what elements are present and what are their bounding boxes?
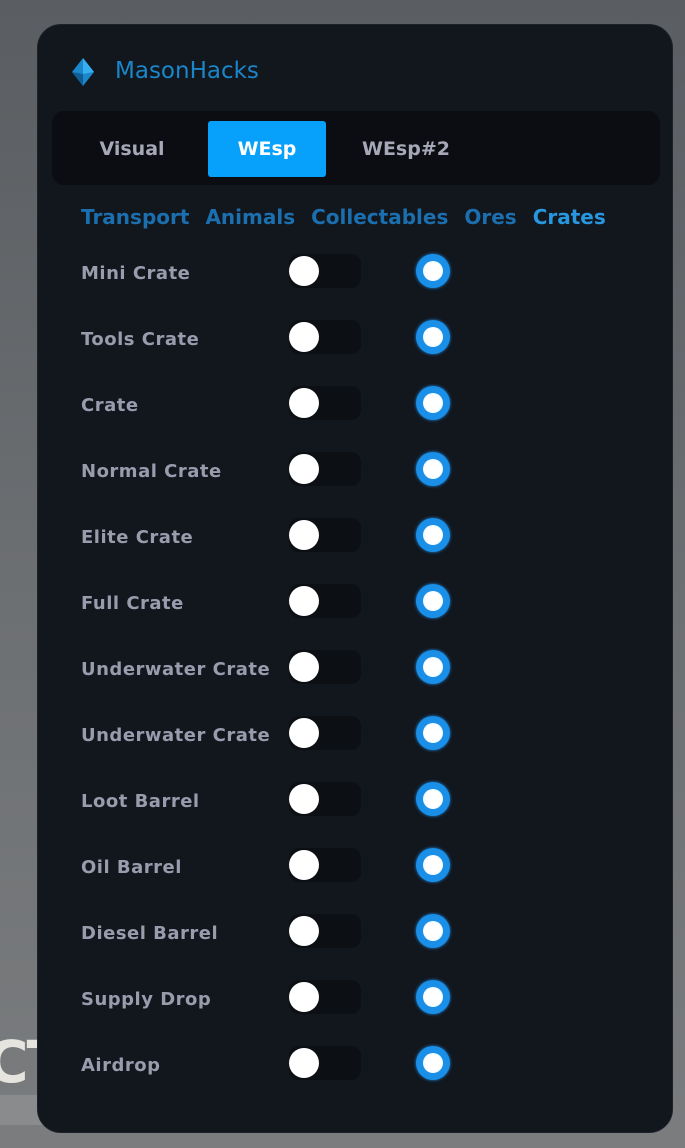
list-item: Crate [38, 386, 674, 455]
list-item: Supply Drop [38, 980, 674, 1049]
item-label: Supply Drop [81, 989, 212, 1010]
radio-button[interactable] [416, 848, 450, 882]
list-item: Underwater Crate [38, 716, 674, 785]
subtab-transport[interactable]: Transport [81, 205, 190, 229]
enable-toggle[interactable] [289, 320, 361, 354]
list-item: Oil Barrel [38, 848, 674, 917]
main-tab-bar: Visual WEsp WEsp#2 [52, 111, 660, 185]
radio-button[interactable] [416, 386, 450, 420]
toggle-knob [289, 322, 319, 352]
radio-button[interactable] [416, 980, 450, 1014]
toggle-knob [289, 850, 319, 880]
radio-dot [423, 1053, 443, 1073]
radio-button[interactable] [416, 1046, 450, 1080]
item-label: Crate [81, 395, 139, 416]
subtab-collectables[interactable]: Collectables [311, 205, 449, 229]
radio-dot [423, 789, 443, 809]
diamond-logo-icon [72, 58, 94, 86]
list-item: Underwater Crate [38, 650, 674, 719]
item-label: Underwater Crate [81, 659, 271, 680]
toggle-knob [289, 916, 319, 946]
toggle-knob [289, 1048, 319, 1078]
enable-toggle[interactable] [289, 386, 361, 420]
radio-button[interactable] [416, 518, 450, 552]
list-item: Full Crate [38, 584, 674, 653]
sub-tab-bar: Transport Animals Collectables Ores Crates [81, 205, 622, 229]
radio-dot [423, 459, 443, 479]
radio-dot [423, 327, 443, 347]
item-label: Diesel Barrel [81, 923, 219, 944]
item-label: Mini Crate [81, 263, 191, 284]
tab-wesp2[interactable]: WEsp#2 [362, 138, 450, 160]
radio-dot [423, 525, 443, 545]
radio-dot [423, 921, 443, 941]
radio-dot [423, 261, 443, 281]
enable-toggle[interactable] [289, 584, 361, 618]
subtab-crates[interactable]: Crates [532, 205, 606, 229]
enable-toggle[interactable] [289, 452, 361, 486]
tab-visual[interactable]: Visual [99, 138, 165, 160]
list-item: Diesel Barrel [38, 914, 674, 983]
list-item: Normal Crate [38, 452, 674, 521]
window-title: MasonHacks [115, 58, 259, 84]
toggle-knob [289, 388, 319, 418]
enable-toggle[interactable] [289, 518, 361, 552]
radio-button[interactable] [416, 584, 450, 618]
toggle-knob [289, 454, 319, 484]
item-label: Normal Crate [81, 461, 222, 482]
radio-dot [423, 657, 443, 677]
radio-dot [423, 591, 443, 611]
list-item: Tools Crate [38, 320, 674, 389]
radio-button[interactable] [416, 254, 450, 288]
cheat-menu-window: MasonHacks Visual WEsp WEsp#2 Transport A… [37, 24, 673, 1133]
item-label: Elite Crate [81, 527, 194, 548]
subtab-animals[interactable]: Animals [205, 205, 296, 229]
radio-dot [423, 393, 443, 413]
enable-toggle[interactable] [289, 980, 361, 1014]
enable-toggle[interactable] [289, 848, 361, 882]
enable-toggle[interactable] [289, 254, 361, 288]
enable-toggle[interactable] [289, 716, 361, 750]
toggle-knob [289, 718, 319, 748]
toggle-knob [289, 256, 319, 286]
radio-button[interactable] [416, 650, 450, 684]
radio-button[interactable] [416, 716, 450, 750]
list-item: Loot Barrel [38, 782, 674, 851]
tab-wesp[interactable]: WEsp [208, 121, 326, 177]
subtab-ores[interactable]: Ores [464, 205, 517, 229]
enable-toggle[interactable] [289, 914, 361, 948]
radio-button[interactable] [416, 452, 450, 486]
toggle-knob [289, 982, 319, 1012]
enable-toggle[interactable] [289, 1046, 361, 1080]
toggle-knob [289, 784, 319, 814]
radio-dot [423, 855, 443, 875]
radio-button[interactable] [416, 914, 450, 948]
item-label: Airdrop [81, 1055, 161, 1076]
list-item: Mini Crate [38, 254, 674, 323]
list-item: Elite Crate [38, 518, 674, 587]
item-label: Tools Crate [81, 329, 200, 350]
item-label: Oil Barrel [81, 857, 182, 878]
toggle-knob [289, 586, 319, 616]
enable-toggle[interactable] [289, 782, 361, 816]
radio-dot [423, 987, 443, 1007]
radio-button[interactable] [416, 320, 450, 354]
radio-dot [423, 723, 443, 743]
toggle-knob [289, 652, 319, 682]
item-label: Full Crate [81, 593, 184, 614]
radio-button[interactable] [416, 782, 450, 816]
enable-toggle[interactable] [289, 650, 361, 684]
item-label: Underwater Crate [81, 725, 271, 746]
toggle-knob [289, 520, 319, 550]
item-label: Loot Barrel [81, 791, 200, 812]
list-item: Airdrop [38, 1046, 674, 1115]
